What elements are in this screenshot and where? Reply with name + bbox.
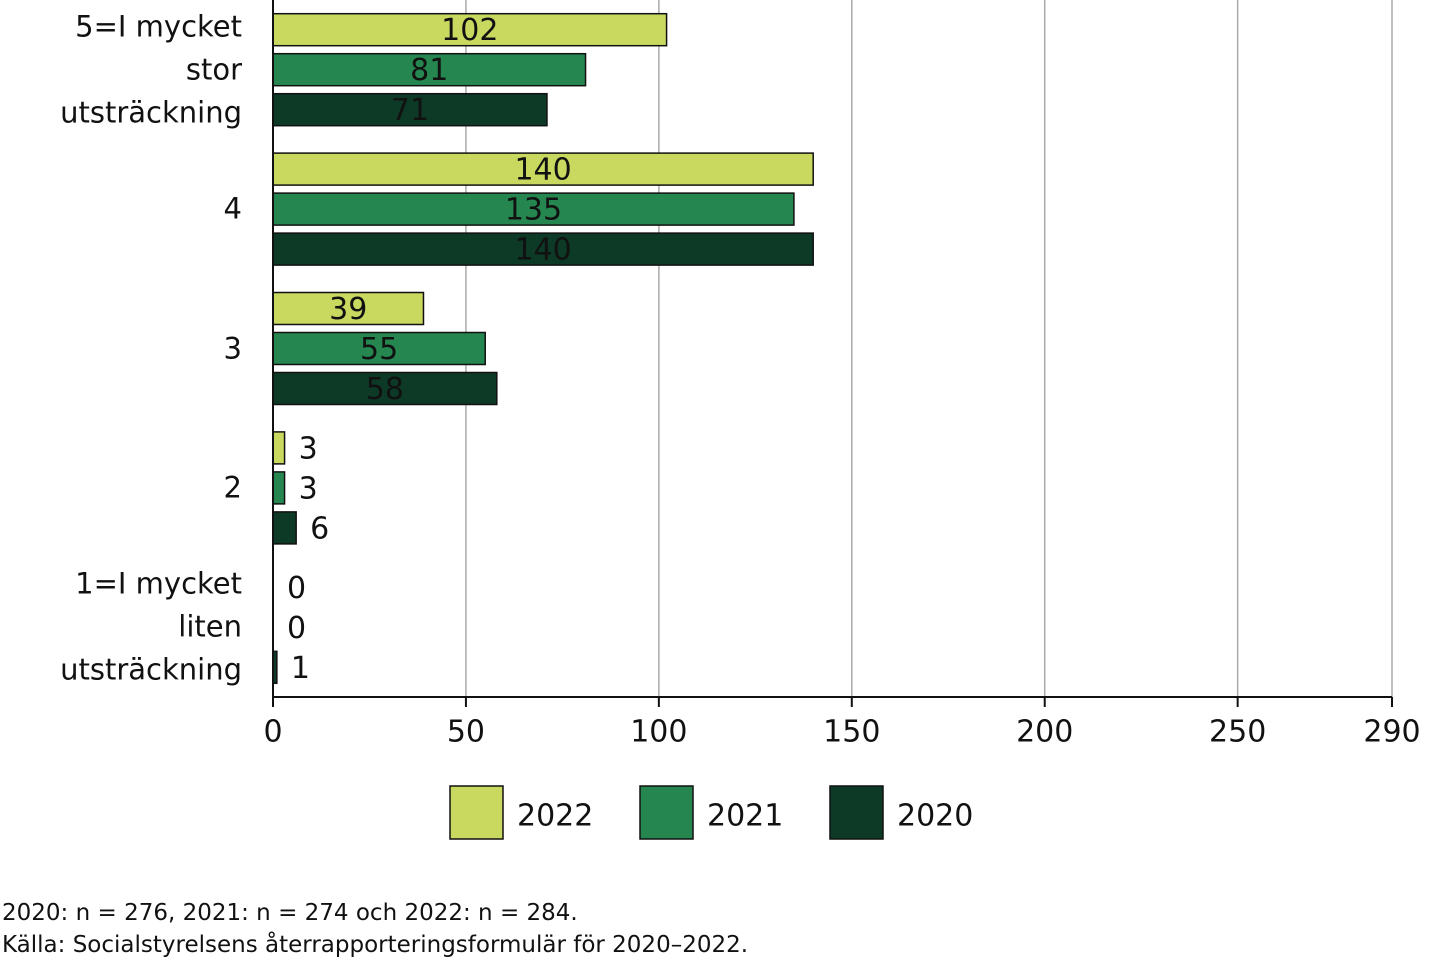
x-tick-label: 250	[1209, 715, 1266, 750]
y-tick-label: 4	[223, 191, 242, 226]
value-label: 81	[410, 53, 448, 88]
bar	[272, 511, 297, 545]
x-tick-label: 100	[630, 715, 687, 750]
legend-label: 2020	[897, 799, 973, 834]
y-tick-label: 3	[223, 331, 242, 365]
value-label: 140	[514, 153, 571, 188]
y-tick-label: 1=I mycket liten utsträckning	[60, 566, 242, 687]
bar	[272, 471, 286, 505]
value-label: 71	[391, 93, 429, 128]
value-label: 0	[287, 571, 306, 606]
bar	[272, 291, 425, 326]
bar	[272, 371, 498, 406]
value-label: 58	[366, 372, 404, 407]
legend-swatch	[829, 785, 884, 840]
x-tick-label: 150	[823, 715, 880, 750]
note: 2020: n = 276, 2021: n = 274 och 2022: n…	[2, 900, 578, 926]
bar	[272, 192, 795, 226]
value-label: 1	[291, 651, 310, 686]
y-tick-label: 2	[223, 470, 242, 505]
note: Källa: Socialstyrelsens återrapportering…	[2, 932, 749, 958]
bar	[272, 152, 814, 186]
legend-swatch	[639, 785, 694, 840]
bar	[272, 431, 286, 465]
value-label: 39	[329, 292, 367, 327]
value-label: 135	[505, 193, 562, 228]
value-label: 6	[310, 511, 329, 546]
legend-label: 2021	[707, 799, 783, 834]
legend-swatch	[449, 785, 504, 840]
legend-label: 2022	[517, 799, 593, 834]
value-label: 55	[360, 332, 398, 367]
value-label: 102	[441, 13, 498, 48]
value-label: 3	[299, 431, 318, 466]
x-tick-label: 50	[447, 715, 485, 750]
x-tick-label: 200	[1016, 715, 1073, 750]
value-label: 0	[287, 611, 306, 646]
bar	[272, 12, 668, 47]
x-tick-label: 290	[1363, 715, 1420, 750]
value-label: 140	[514, 233, 571, 268]
bar	[272, 52, 587, 87]
x-tick-label: 0	[263, 715, 282, 750]
bar	[272, 331, 486, 366]
value-label: 3	[299, 471, 318, 506]
y-tick-label: 5=I mycket stor utsträckning	[60, 9, 242, 130]
